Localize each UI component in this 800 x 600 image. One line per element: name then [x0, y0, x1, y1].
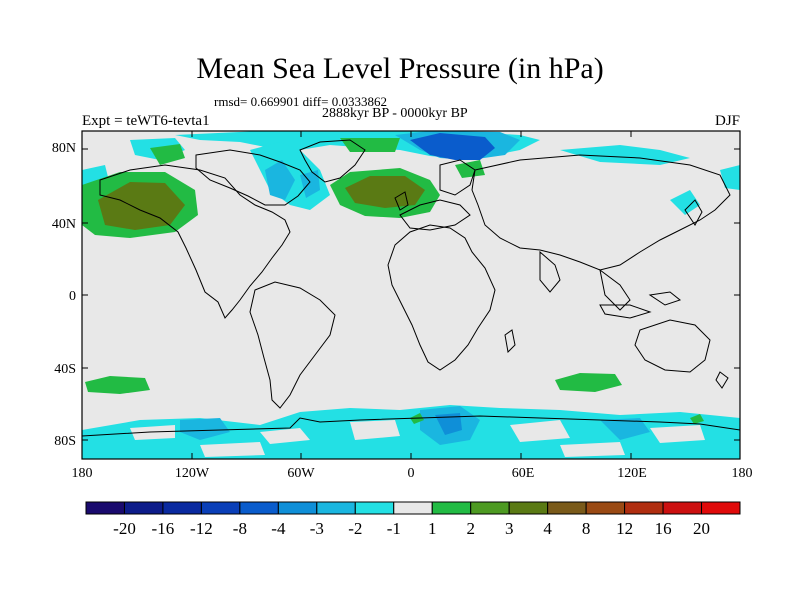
lon-label-180e: 180: [731, 466, 753, 481]
positive-anomaly-layer: [82, 138, 704, 424]
colorbar-label: 4: [543, 519, 552, 538]
colorbar-label: -8: [232, 519, 247, 538]
colorbar-label: 3: [504, 519, 514, 538]
colorbar-label: -16: [151, 519, 175, 538]
colorbar-label: -2: [348, 519, 363, 538]
colorbar-label: -3: [309, 519, 324, 538]
neutral-gaps: [130, 420, 705, 457]
lon-label-60w: 60W: [287, 466, 315, 481]
colorbar-label: -20: [113, 519, 136, 538]
colorbar-swatch: [662, 501, 703, 515]
colorbar-swatch: [701, 501, 741, 515]
colorbar-label: 8: [581, 519, 591, 538]
lon-label-120w: 120W: [174, 466, 210, 481]
colorbar-label: 20: [693, 519, 710, 538]
season-label: DJF: [714, 113, 740, 129]
colorbar-swatch: [585, 501, 626, 515]
colorbar-swatch: [431, 501, 472, 515]
colorbar-label: 1: [427, 519, 437, 538]
colorbar-swatch: [547, 501, 587, 515]
lon-label-0: 0: [407, 466, 415, 481]
colorbar-swatch: [508, 501, 549, 515]
colorbar-swatch: [277, 501, 318, 515]
lat-label-80s: 80S: [54, 434, 76, 449]
colorbar-swatch: [316, 501, 356, 515]
colorbar-swatch: [470, 501, 510, 515]
colorbar-label: -4: [271, 519, 286, 538]
colorbar-swatch: [162, 501, 202, 515]
lon-label-60e: 60E: [511, 466, 535, 481]
colorbar-swatch: [85, 501, 125, 515]
colorbar-swatch: [200, 501, 241, 515]
colorbar-label: -12: [190, 519, 213, 538]
colorbar: [85, 501, 741, 515]
map-title: Mean Sea Level Pressure (in hPa): [196, 52, 604, 85]
colorbar-swatch: [393, 501, 433, 515]
colorbar-label: 12: [616, 519, 634, 538]
colorbar-label: 2: [466, 519, 475, 538]
axis-ticks: [82, 131, 740, 459]
experiment-label: Expt = teWT6-tevta1: [82, 113, 210, 129]
lat-label-40n: 40N: [51, 217, 76, 232]
colorbar-swatch: [354, 501, 395, 515]
colorbar-label: -1: [386, 519, 401, 538]
stats-line: rmsd= 0.669901 diff= 0.0333862: [214, 94, 387, 109]
coastlines: [81, 139, 741, 437]
period-label: 2888kyr BP - 0000kyr BP: [322, 106, 468, 121]
colorbar-swatch: [624, 501, 664, 515]
lat-label-0: 0: [69, 289, 76, 304]
lon-label-120e: 120E: [617, 466, 647, 481]
colorbar-swatch: [123, 501, 164, 515]
lat-label-40s: 40S: [54, 362, 76, 377]
lon-label-180w: 180: [71, 466, 93, 481]
colorbar-label: 16: [654, 519, 672, 538]
lat-label-80n: 80N: [51, 141, 76, 156]
colorbar-swatch: [239, 501, 279, 515]
